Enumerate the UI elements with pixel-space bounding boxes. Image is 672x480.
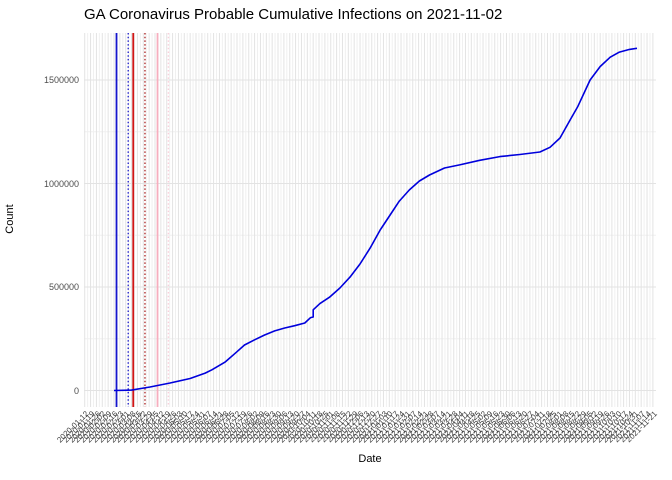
x-axis-title: Date: [358, 453, 382, 465]
y-tick-label: 500000: [48, 282, 79, 292]
infections-line: [113, 47, 638, 392]
y-tick-label: 0: [73, 385, 79, 396]
chart-title: GA Coronavirus Probable Cumulative Infec…: [84, 6, 503, 23]
y-tick-label: 1000000: [43, 178, 79, 189]
y-tick-label: 1500000: [43, 75, 79, 85]
y-axis-title: Count: [4, 204, 16, 234]
